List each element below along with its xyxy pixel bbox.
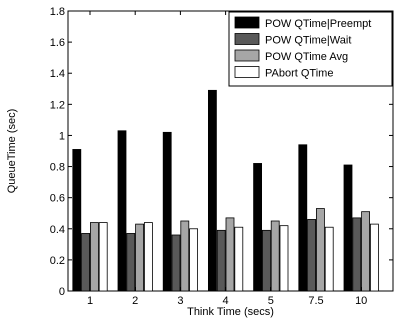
bar	[270, 220, 280, 292]
x-tick-label: 10	[355, 295, 367, 307]
bar	[117, 130, 127, 292]
bar	[261, 229, 271, 292]
bar	[279, 225, 289, 292]
bar	[143, 222, 153, 292]
x-tick-label: 3	[177, 295, 183, 307]
bar	[315, 208, 325, 292]
x-tick-label: 2	[132, 295, 138, 307]
bar	[189, 228, 199, 292]
y-tick-label: 0.8	[50, 162, 65, 174]
y-tick-label: 0.6	[50, 193, 65, 205]
x-tick-label: 7.5	[308, 295, 323, 307]
y-tick-label: 1.4	[50, 68, 65, 80]
legend-label: POW QTime|Preempt	[265, 18, 371, 30]
y-tick-label: 1.2	[50, 99, 65, 111]
legend-label: POW QTime|Wait	[265, 35, 351, 47]
y-tick-label: 1	[59, 130, 65, 142]
legend: POW QTime|Preempt POW QTime|Wait POW QTime…	[228, 11, 393, 87]
bar	[234, 226, 244, 292]
bar	[361, 211, 371, 292]
bar	[126, 233, 136, 292]
y-tick-label: 0	[59, 286, 65, 298]
bar	[352, 217, 362, 292]
legend-swatch	[234, 33, 260, 45]
bar	[81, 233, 90, 292]
bar	[207, 89, 217, 292]
x-tick-label: 1	[87, 295, 93, 307]
bar	[307, 219, 317, 292]
legend-label: POW QTime Avg	[265, 51, 348, 63]
bar	[171, 234, 181, 292]
x-tick-label: 5	[268, 295, 274, 307]
x-tick-label: 4	[223, 295, 229, 307]
bar	[98, 222, 108, 292]
bar	[298, 144, 308, 292]
bar	[135, 223, 145, 292]
plot-area: 0 0.2 0.4 0.6 0.8 1 1.2 1.4 1.6 1.8 1 2 3 4 5 7.5 10	[50, 6, 394, 307]
bar	[369, 223, 379, 292]
bar	[72, 149, 82, 292]
y-axis-label: QueueTime (sec)	[6, 109, 18, 194]
x-axis-label: Think Time (secs)	[187, 306, 274, 318]
y-tick-label: 1.6	[50, 37, 65, 49]
legend-swatch	[234, 16, 260, 29]
bar	[162, 131, 172, 292]
legend-label: PAbort QTime	[265, 68, 333, 80]
y-tick-label: 1.8	[50, 6, 65, 18]
y-tick-label: 0.4	[50, 224, 65, 236]
bar	[180, 220, 190, 292]
bar	[216, 229, 226, 292]
bar	[253, 163, 263, 292]
bar	[343, 164, 353, 292]
bar	[225, 217, 235, 292]
bar	[90, 222, 99, 292]
bar	[324, 226, 334, 292]
y-tick-label: 0.2	[50, 255, 65, 267]
legend-swatch	[234, 49, 260, 62]
legend-swatch	[234, 66, 260, 78]
